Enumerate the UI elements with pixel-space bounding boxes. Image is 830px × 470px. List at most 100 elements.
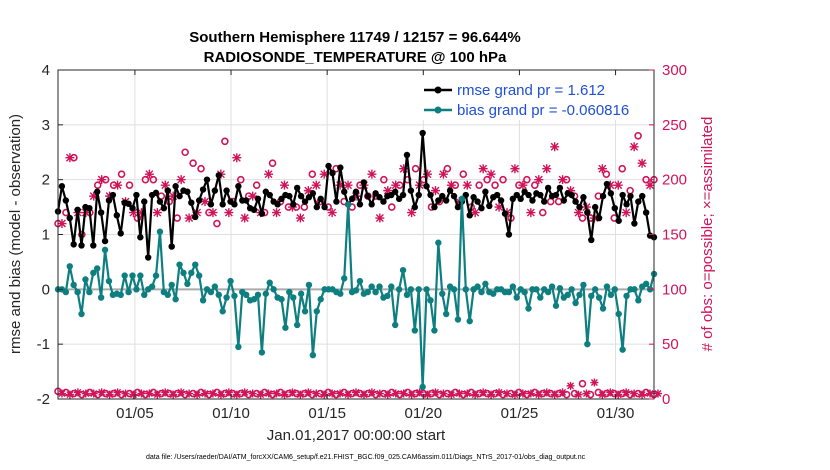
rmse-point xyxy=(576,203,583,211)
rmse-point xyxy=(195,197,203,204)
obs-assimilated-marker xyxy=(264,169,274,179)
legend-rmse-marker xyxy=(434,86,442,94)
rmse-point xyxy=(552,191,560,199)
y-tick-label: 0 xyxy=(42,281,50,298)
obs-baseline-possible-marker xyxy=(578,379,587,388)
obs-assimilated-marker xyxy=(494,202,504,212)
obs-possible-marker xyxy=(578,214,587,222)
bias-point xyxy=(576,291,583,299)
rmse-point xyxy=(403,151,411,159)
rmse-point xyxy=(70,241,77,248)
y-tick-label-right: 150 xyxy=(662,227,687,244)
bias-point xyxy=(78,310,85,318)
obs-baseline-possible-marker xyxy=(93,390,102,399)
obs-assimilated-marker xyxy=(510,164,520,174)
bias-point xyxy=(631,286,638,293)
bias-point xyxy=(125,288,132,296)
bias-point xyxy=(482,280,489,288)
bias-point xyxy=(556,285,564,292)
rmse-point xyxy=(584,209,591,216)
obs-baseline-assimilated-marker xyxy=(169,390,178,399)
obs-possible-marker xyxy=(189,159,197,168)
obs-baseline-assimilated-marker xyxy=(566,381,575,390)
rmse-point xyxy=(541,198,548,205)
obs-baseline-assimilated-marker xyxy=(336,389,345,398)
obs-assimilated-marker xyxy=(65,153,75,163)
rmse-point xyxy=(215,172,222,179)
bias-point xyxy=(297,290,305,297)
rmse-point xyxy=(517,195,524,203)
obs-assimilated-marker xyxy=(319,169,329,179)
obs-assimilated-marker xyxy=(566,186,576,196)
obs-assimilated-marker xyxy=(558,175,568,185)
bias-point xyxy=(611,286,618,293)
bias-point xyxy=(90,269,97,277)
bias-point xyxy=(301,308,309,315)
bias-point xyxy=(392,321,399,329)
obs-baseline-assimilated-marker xyxy=(264,389,273,398)
obs-assimilated-marker xyxy=(391,180,401,190)
rmse-point xyxy=(109,191,117,199)
rmse-point xyxy=(235,183,242,190)
bias-series xyxy=(54,195,658,391)
bias-point xyxy=(427,297,434,304)
bias-point xyxy=(156,228,164,235)
obs-possible-marker xyxy=(530,181,539,189)
rmse-point xyxy=(133,191,140,199)
bias-point xyxy=(219,308,226,315)
bias-point xyxy=(552,302,560,309)
obs-assimilated-marker xyxy=(574,208,584,218)
obs-baseline-assimilated-marker xyxy=(185,389,194,398)
rmse-point xyxy=(599,192,607,200)
obs-baseline-assimilated-marker xyxy=(479,388,488,397)
obs-baseline-assimilated-marker xyxy=(121,389,130,398)
rmse-point xyxy=(321,203,328,211)
rmse-point xyxy=(348,195,356,203)
rmse-point xyxy=(207,201,215,208)
obs-baseline-assimilated-marker xyxy=(328,389,337,398)
bias-point xyxy=(619,346,626,353)
bias-point xyxy=(458,195,466,203)
obs-baseline-assimilated-marker xyxy=(574,390,583,399)
bias-point xyxy=(505,288,513,296)
y-tick-label: 4 xyxy=(42,62,50,79)
bias-point xyxy=(254,291,262,299)
bias-point xyxy=(180,269,187,277)
obs-assimilated-marker xyxy=(383,186,393,196)
rmse-point xyxy=(317,195,324,203)
obs-assimilated-marker xyxy=(629,142,639,152)
obs-baseline-assimilated-marker xyxy=(463,389,472,398)
bias-point xyxy=(290,294,297,301)
obs-baseline-assimilated-marker xyxy=(622,388,631,397)
bias-point xyxy=(282,324,289,331)
rmse-point xyxy=(305,194,313,201)
bias-point xyxy=(439,290,446,297)
obs-assimilated-marker xyxy=(423,169,433,179)
bias-point xyxy=(544,288,552,296)
obs-baseline-assimilated-marker xyxy=(518,389,527,398)
bias-point xyxy=(595,294,603,301)
obs-baseline-assimilated-marker xyxy=(137,389,146,398)
obs-baseline-assimilated-marker xyxy=(526,389,535,398)
obs-baseline-assimilated-marker xyxy=(487,390,496,399)
rmse-point xyxy=(525,191,532,199)
x-tick-label: 01/05 xyxy=(116,405,154,422)
obs-baseline-assimilated-marker xyxy=(304,388,313,397)
y-tick-label: -2 xyxy=(37,391,50,408)
rmse-point xyxy=(231,201,238,208)
rmse-point xyxy=(411,203,419,211)
rmse-point xyxy=(341,188,348,195)
x-tick-label: 01/10 xyxy=(212,405,250,422)
obs-possible-marker xyxy=(491,181,499,189)
obs-possible-marker xyxy=(181,148,189,157)
rmse-point xyxy=(509,195,517,203)
rmse-point xyxy=(313,203,320,211)
chart-title: Southern Hemisphere 11749 / 12157 = 96.6… xyxy=(189,29,520,46)
rmse-point xyxy=(474,198,481,205)
obs-possible-marker xyxy=(117,170,126,178)
rmse-point xyxy=(117,230,124,237)
bias-point xyxy=(442,310,450,318)
obs-possible-marker xyxy=(411,164,420,173)
bias-point xyxy=(407,286,415,293)
